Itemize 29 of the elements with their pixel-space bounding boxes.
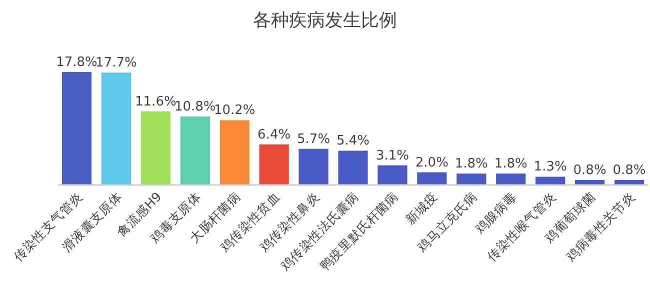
bar — [456, 174, 486, 185]
bar — [338, 150, 368, 185]
chart-title: 各种疾病发生比例 — [253, 10, 397, 31]
bar — [220, 120, 250, 185]
data-label: 0.8% — [612, 162, 646, 178]
bar — [140, 111, 170, 185]
bar — [180, 116, 210, 185]
bar — [378, 165, 408, 185]
bar — [496, 174, 526, 185]
bar — [62, 72, 92, 185]
bar — [259, 144, 289, 185]
data-label: 2.0% — [415, 155, 448, 170]
data-label: 10.2% — [214, 103, 256, 118]
data-label: 10.8% — [174, 99, 216, 114]
data-label: 6.4% — [258, 127, 291, 142]
data-label: 5.7% — [297, 132, 330, 147]
bar — [101, 72, 132, 185]
data-label: 0.8% — [573, 162, 606, 178]
data-label: 1.8% — [454, 156, 488, 172]
data-label: 11.6% — [135, 94, 176, 110]
data-label: 5.4% — [336, 134, 370, 149]
bar — [536, 176, 566, 185]
bar — [298, 148, 328, 185]
data-label: 1.8% — [494, 156, 528, 172]
data-label: 1.3% — [534, 160, 567, 175]
data-label: 17.8% — [56, 55, 98, 70]
bar — [417, 172, 447, 185]
data-label: 17.7% — [96, 56, 137, 71]
data-label: 3.1% — [376, 148, 409, 164]
